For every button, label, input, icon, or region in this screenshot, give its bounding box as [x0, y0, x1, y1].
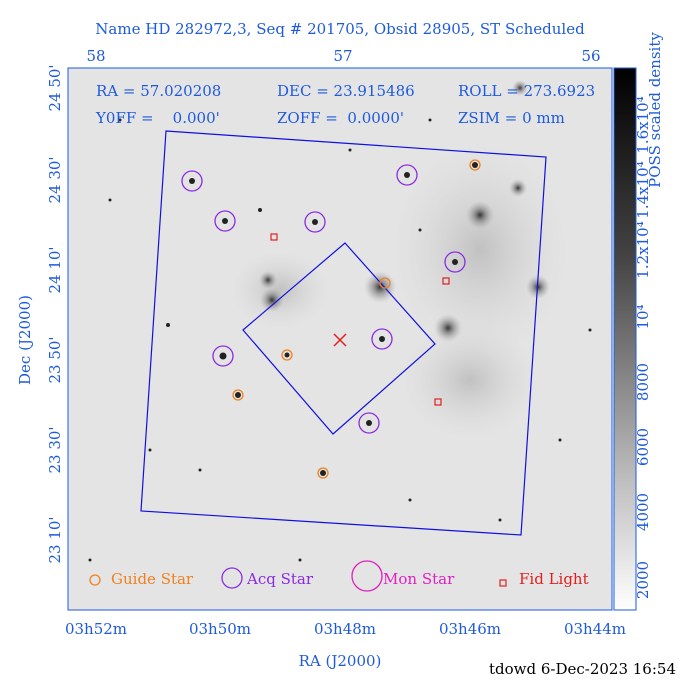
bottom-tick-label: 03h46m — [439, 620, 501, 638]
legend-fid: Fid Light — [519, 570, 589, 588]
left-axis: 24 50' 24 30' 24 10' 23 50' 23 30' 23 10… — [16, 64, 64, 563]
fid-lights — [270, 233, 450, 406]
top-tick-label: 57 — [333, 47, 352, 65]
left-tick-label: 23 10' — [46, 516, 64, 563]
left-tick-label: 24 50' — [46, 64, 64, 111]
colorbar-tick-label: 1.2x10⁴ — [634, 221, 652, 278]
faint-stars — [88, 118, 592, 562]
left-tick-label: 24 30' — [46, 156, 64, 203]
colorbar-tick-label: 8000 — [634, 363, 652, 401]
colorbar-scale — [613, 67, 637, 611]
left-tick-label: 23 30' — [46, 426, 64, 473]
legend-acq: Acq Star — [246, 570, 314, 588]
left-tick-label: 24 10' — [46, 246, 64, 293]
info-roll: ROLL = 273.6923 — [458, 82, 595, 100]
info-zsim: ZSIM = 0 mm — [458, 109, 565, 127]
left-tick-label: 23 50' — [46, 336, 64, 383]
legend-mon: Mon Star — [383, 570, 455, 588]
colorbar-tick-label: 2000 — [634, 561, 652, 599]
target-box — [242, 242, 436, 435]
colorbar-tick-label: 6000 — [634, 428, 652, 466]
bottom-tick-label: 03h50m — [189, 620, 251, 638]
bottom-tick-label: 03h52m — [65, 620, 127, 638]
legend-mon-symbol — [351, 560, 383, 592]
info-zoff: ZOFF = 0.0000' — [277, 109, 404, 127]
bottom-tick-label: 03h44m — [564, 620, 626, 638]
colorbar-tick-label: 4000 — [634, 493, 652, 531]
colorbar: 2000 4000 6000 8000 10⁴ 1.2x10⁴ 1.4x10⁴ … — [613, 32, 664, 611]
legend-fid-symbol — [499, 579, 507, 587]
left-axis-label: Dec (J2000) — [16, 295, 34, 385]
top-tick-label: 58 — [86, 47, 105, 65]
pointing-marker — [333, 333, 347, 347]
footer: tdowd 6-Dec-2023 16:54 — [489, 660, 676, 678]
detector-field — [140, 130, 547, 536]
info-dec: DEC = 23.915486 — [277, 82, 415, 100]
legend-guide: Guide Star — [111, 570, 194, 588]
info-yoff: Y0FF = 0.000' — [95, 109, 220, 127]
colorbar-label: POSS scaled density — [646, 32, 664, 188]
legend-guide-symbol — [89, 574, 101, 586]
title: Name HD 282972,3, Seq # 201705, Obsid 28… — [95, 20, 585, 38]
guide-stars — [232, 159, 481, 479]
legend-acq-symbol — [221, 567, 243, 589]
bottom-axis-label: RA (J2000) — [299, 652, 382, 670]
bottom-tick-label: 03h48m — [314, 620, 376, 638]
colorbar-tick-label: 1.6x10⁴ — [634, 96, 652, 153]
bottom-axis: 03h52m 03h50m 03h48m 03h46m 03h44m RA (J… — [65, 620, 626, 670]
legend: Guide Star Acq Star Mon Star Fid Light — [89, 560, 589, 592]
sky-features — [230, 80, 570, 440]
colorbar-tick-label: 1.4x10⁴ — [634, 161, 652, 218]
top-axis: 58 57 56 — [86, 47, 600, 65]
info-ra: RA = 57.020208 — [96, 82, 221, 100]
top-tick-label: 56 — [581, 47, 600, 65]
colorbar-tick-label: 10⁴ — [634, 304, 652, 329]
acq-stars — [181, 164, 466, 434]
